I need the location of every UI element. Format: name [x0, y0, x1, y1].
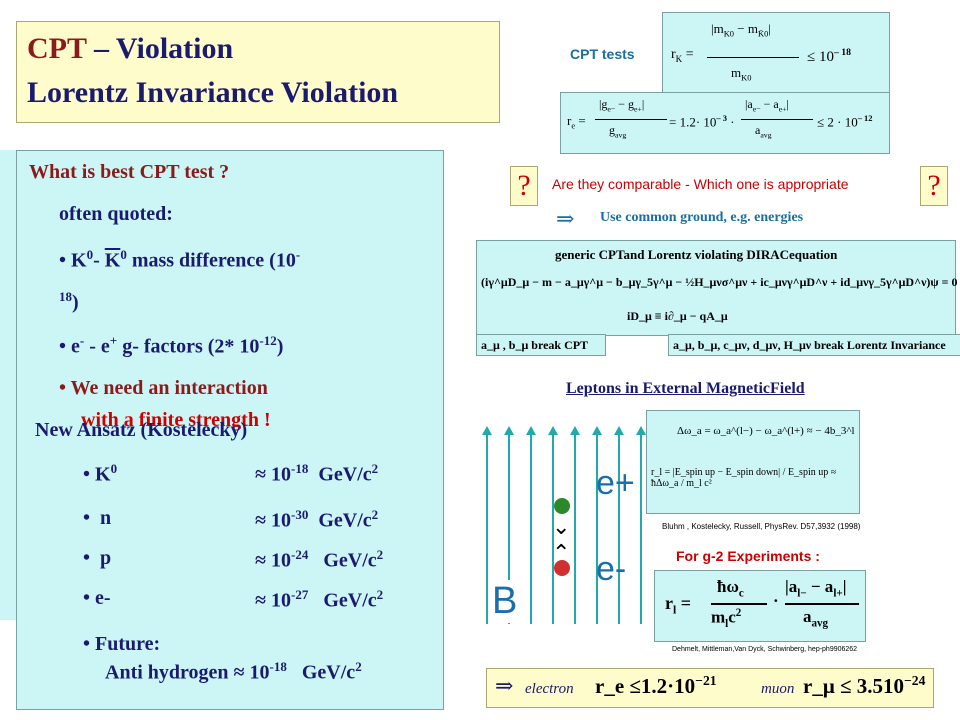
e-gfactor-line: • e- - e+ g- factors (2* 10-12) [59, 333, 284, 358]
title-line-2: Lorentz Invariance Violation [27, 76, 399, 109]
g2-formula-box: rl = ħωc mlc2 · |al− − al+| aavg [654, 570, 866, 642]
future-label: • Future: [83, 633, 161, 655]
leptons-title: Leptons in External MagneticField [566, 380, 805, 397]
title-cpt: CPT [27, 32, 87, 65]
title-line-1: CPT – Violation [27, 32, 233, 66]
break-lorentz-box: a_μ, b_μ, c_μν, d_μν, H_μν break Lorentz… [668, 334, 960, 356]
implies-arrow: ⇒ [556, 206, 575, 231]
rl-a-avg: aavg [803, 607, 829, 630]
dirac-equation: (iγ^μD_μ − m − a_μγ^μ − b_μγ_5γ^μ − ½H_μ… [481, 275, 958, 289]
dirac-sub: iD_μ ≡ i∂_μ − qA_μ [627, 309, 728, 323]
e-minus-label: e- [596, 550, 627, 588]
k-mass-line: • K0- K0 mass difference (10- [59, 247, 301, 272]
ansatz-value-k0: ≈ 10-18 GeV/c2 [255, 461, 379, 486]
delta-omega-formula: Δω_a = ω_a^(l−) − ω_a^(l+) ≈ − 4b_3^l [677, 425, 855, 437]
electron-label: electron [525, 681, 574, 697]
electron-result: r_e ≤1.2·10−21 [595, 673, 717, 698]
rl-bar-1 [711, 603, 767, 605]
re-bar-2 [741, 119, 813, 120]
g2-title: For g-2 Experiments : [676, 548, 820, 564]
left-accent-bar [0, 150, 16, 620]
k-mass-line-cont: 18) [59, 289, 79, 314]
question-box-right: ? [920, 166, 948, 206]
new-ansatz: New Ansatz (Kostelecky) [35, 419, 248, 441]
rl-energy-formula: r_l = |E_spin up − E_spin down| / E_spin… [651, 467, 837, 489]
title-box: CPT – Violation Lorentz Invariance Viola… [16, 21, 500, 123]
re-formula: re = |ge− − ge+| gavg = 1.2· 10– 3 · |ae… [560, 92, 890, 154]
rk-fraction-bar [707, 57, 799, 58]
rk-bound: ≤ 10– 18 [807, 47, 852, 65]
re-bound: ≤ 2 · 10– 12 [817, 113, 873, 130]
e-plus-label: e+ [596, 464, 635, 502]
break-cpt-box: a_μ , b_μ break CPT [476, 334, 606, 356]
title-violation: – Violation [86, 32, 234, 65]
rl-a-diff: |al− − al+| [785, 577, 847, 600]
rk-denominator: mK0 [731, 65, 752, 83]
spin-down-arrow: ⌄ [552, 514, 571, 539]
rk-symbol: rK = [671, 47, 694, 64]
electron-particle [554, 560, 570, 576]
ansatz-item-p: • p [83, 547, 112, 569]
interaction-line-1: • We need an interaction [59, 377, 268, 399]
left-panel: What is best CPT test ? often quoted: • … [16, 150, 444, 710]
common-ground: Use common ground, e.g. energies [600, 210, 804, 225]
ansatz-value-p: ≈ 10-24 GeV/c2 [255, 547, 384, 572]
muon-label: muon [761, 681, 795, 697]
spin-up-arrow: ⌃ [552, 540, 571, 565]
re-a-denominator: aavg [755, 123, 772, 140]
dehmelt-reference: Dehmelt, Mittleman,Van Dyck, Schwinberg,… [672, 646, 858, 653]
question-box-left: ? [510, 166, 538, 206]
question-text: What is best CPT test ? [29, 161, 230, 183]
ansatz-item-e: • e- [83, 587, 111, 609]
muon-result: r_μ ≤ 3.510−24 [803, 673, 926, 698]
b-field-label: B [488, 580, 522, 623]
interaction-line-2: with a finite strength ! [81, 409, 271, 431]
ansatz-item-k0: • K0 [83, 461, 118, 486]
ansatz-value-n: ≈ 10-30 GeV/c2 [255, 507, 379, 532]
ansatz-value-e: ≈ 10-27 GeV/c2 [255, 587, 384, 612]
re-value: = 1.2· 10– 3 · [669, 113, 735, 130]
magnetic-field-diagram: ⌄ ⌃ e+ e- B [476, 424, 646, 630]
rk-formula: rK = |mK0 − mK̄0| mK0 ≤ 10– 18 [662, 12, 890, 102]
rl-dot: · [773, 591, 779, 610]
dirac-title: generic CPTand Lorentz violating DIRACeq… [555, 247, 838, 262]
rl-mc2: mlc2 [711, 607, 742, 631]
re-g-denominator: gavg [609, 123, 627, 140]
re-symbol: re = [567, 113, 586, 131]
positron-particle [554, 498, 570, 514]
rl-hbar-omega: ħωc [717, 577, 744, 600]
dirac-box: generic CPTand Lorentz violating DIRACeq… [476, 240, 958, 336]
bluhm-reference: Bluhm , Kostelecky, Russell, PhysRev. D5… [662, 522, 861, 531]
re-g-numerator: |ge− − ge+| [599, 97, 645, 114]
result-box: ⇒ electron r_e ≤1.2·10−21 muon r_μ ≤ 3.5… [486, 668, 934, 708]
re-bar-1 [595, 119, 667, 120]
often-quoted: often quoted: [59, 203, 173, 225]
comparable-question: Are they comparable - Which one is appro… [552, 176, 849, 192]
cpt-tests-label: CPT tests [570, 46, 635, 62]
result-implies: ⇒ [495, 673, 514, 698]
delta-omega-box: Δω_a = ω_a^(l−) − ω_a^(l+) ≈ − 4b_3^l r_… [646, 410, 860, 514]
ansatz-item-n: • n [83, 507, 112, 529]
anti-hydrogen-line: Anti hydrogen ≈ 10-18 GeV/c2 [105, 659, 362, 684]
rl-bar-2 [785, 603, 859, 605]
rl-symbol: rl = [665, 593, 692, 617]
rk-numerator: |mK0 − mK̄0| [711, 21, 771, 39]
re-a-numerator: |ae− − ae+| [745, 97, 789, 114]
